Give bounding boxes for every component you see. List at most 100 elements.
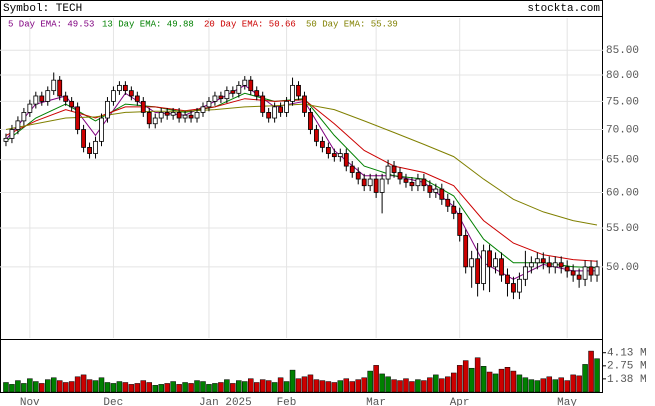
candle-body (99, 117, 104, 142)
legend-entry: 5 Day EMA: 49.53 (8, 19, 94, 29)
candle-body (594, 266, 600, 276)
volume-bar (325, 381, 332, 393)
candle-body (63, 95, 69, 102)
volume-bar (301, 376, 308, 393)
volume-tick-label: 1.38 M (607, 374, 647, 386)
candle-body (421, 178, 427, 187)
candle-body (475, 258, 481, 284)
volume-bar (74, 376, 81, 393)
volume-bar (248, 378, 254, 393)
volume-bar (498, 368, 505, 393)
candle-body (111, 90, 116, 102)
candle-body (552, 262, 558, 268)
candle-body (546, 262, 552, 268)
candle-body (194, 112, 200, 119)
volume-bar (188, 383, 194, 393)
candle-body (576, 274, 582, 280)
candle-body (308, 112, 313, 130)
candle-body (379, 178, 385, 193)
candle-body (51, 79, 57, 92)
volume-bar (56, 380, 63, 393)
candle-body (93, 140, 98, 154)
candle-body (218, 95, 224, 100)
candle-body (534, 258, 540, 264)
volume-bar (522, 377, 529, 393)
volume-bar (283, 381, 290, 393)
candle-body (158, 112, 164, 119)
candle-body (236, 84, 242, 94)
candle-body (337, 153, 343, 158)
candle-body (182, 114, 188, 119)
volume-bar (474, 357, 481, 393)
volume-bar (242, 381, 248, 393)
candle-body (15, 120, 21, 130)
candle-body (57, 79, 63, 97)
candle-body (373, 178, 379, 193)
candle-body (439, 188, 445, 200)
x-tick-label: Feb (277, 397, 297, 406)
volume-bar (259, 379, 266, 393)
candle-body (314, 129, 319, 142)
volume-bar (39, 383, 45, 393)
volume-bar (164, 383, 170, 393)
ema-line (5, 98, 598, 262)
volume-bar (427, 377, 433, 393)
candle-body (499, 258, 504, 276)
volume-bar (415, 379, 421, 393)
candle-body (266, 112, 272, 119)
candle-body (284, 100, 289, 113)
candle-body (146, 112, 152, 125)
y-tick-label: 85.00 (606, 45, 639, 57)
volume-bar (9, 384, 15, 393)
volume-bar (540, 378, 547, 393)
volume-bar (546, 376, 553, 393)
candle-body (427, 185, 433, 193)
volume-bar (421, 380, 427, 393)
volume-bar (206, 384, 212, 393)
candle-body (528, 262, 534, 268)
volume-bar (265, 380, 272, 393)
volume-bar (21, 383, 27, 393)
candle-body (493, 258, 498, 268)
volume-bar (582, 364, 588, 393)
volume-bar (62, 382, 69, 393)
candle-body (343, 153, 349, 167)
volume-bar (212, 383, 218, 393)
volume-bar (433, 374, 439, 393)
candle-body (361, 178, 367, 187)
candle-body (391, 165, 397, 173)
candle-body (290, 84, 295, 102)
volume-bar (176, 384, 182, 393)
candle-body (69, 100, 75, 108)
candle-body (517, 278, 522, 293)
volume-bar (307, 374, 314, 393)
volume-bar (224, 379, 230, 393)
volume-bar (343, 378, 350, 393)
candle-body (164, 112, 170, 116)
candle-body (122, 84, 128, 92)
candle-body (278, 106, 284, 113)
candle-body (570, 270, 576, 276)
volume-bar (337, 380, 344, 393)
y-tick-label: 55.00 (606, 223, 639, 235)
volume-bar (122, 382, 129, 393)
candle-body (349, 165, 355, 173)
volume-bar (86, 379, 93, 393)
volume-bar (158, 384, 164, 393)
volume-bar (200, 381, 206, 393)
volume-bar (140, 380, 147, 393)
volume-bar (218, 382, 224, 393)
candle-body (445, 198, 451, 207)
volume-bar (98, 377, 105, 393)
candle-body (140, 100, 146, 113)
candle-body (212, 95, 218, 102)
volume-bar (80, 374, 87, 393)
ema-line (5, 92, 598, 269)
candle-body (451, 205, 457, 214)
volume-bar (456, 365, 463, 393)
volume-bar (480, 366, 487, 393)
candle-body (9, 129, 15, 139)
volume-bar (492, 373, 499, 393)
candle-body (152, 117, 158, 125)
candle-body (21, 112, 27, 122)
